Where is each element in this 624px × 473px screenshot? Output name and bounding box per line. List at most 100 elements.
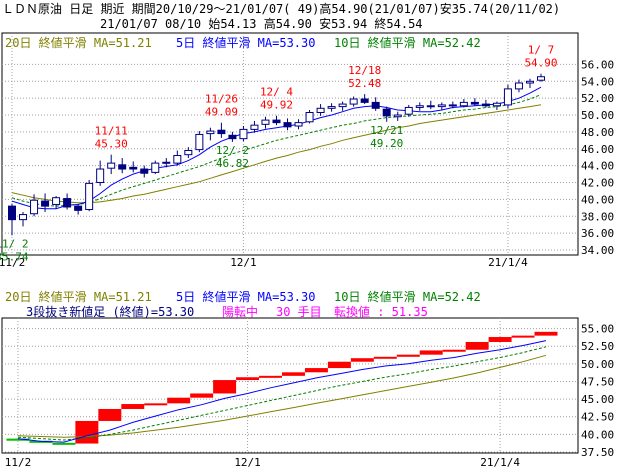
low-annotation-date: 11/ 2 xyxy=(0,237,29,250)
bottom-y-tick-label: 50.00 xyxy=(581,358,614,371)
top-y-tick-label: 48.00 xyxy=(581,126,614,139)
top-y-tick-label: 36.00 xyxy=(581,227,614,240)
candle-body xyxy=(272,119,281,124)
candle xyxy=(19,212,28,227)
candle-body xyxy=(30,199,39,215)
candle xyxy=(30,194,39,217)
bottom-legend-turn: 陽転中 xyxy=(222,304,258,319)
low-annotation-value: 49.20 xyxy=(370,137,403,150)
three-line-break-brick xyxy=(6,438,30,441)
top-x-tick-label: 21/1/4 xyxy=(488,256,528,269)
bottom-legend-reversal: 転換値 : 51.35 xyxy=(334,304,428,319)
candle-body xyxy=(525,80,534,84)
candle xyxy=(382,106,391,122)
bottom-y-tick-label: 45.00 xyxy=(581,393,614,406)
candle-body xyxy=(206,130,215,135)
bottom-legend-three-line-break: 3段抜き新値足 (終値)=53.30 xyxy=(26,304,194,319)
three-line-break-brick xyxy=(98,408,122,421)
candle xyxy=(448,101,457,109)
high-annotation-value: 54.90 xyxy=(524,57,557,70)
candle-body xyxy=(371,101,380,109)
candle xyxy=(151,160,160,175)
candle xyxy=(327,103,336,112)
top-y-tick-label: 38.00 xyxy=(581,210,614,223)
candle xyxy=(404,104,413,117)
high-annotation-date: 1/ 7 xyxy=(528,44,555,57)
bottom-y-tick-label: 40.00 xyxy=(581,428,614,441)
three-line-break-brick xyxy=(167,397,191,404)
candle xyxy=(118,158,127,174)
low-annotation-value: 35.74 xyxy=(0,250,29,263)
candle xyxy=(272,115,281,126)
top-x-tick-label: 12/1 xyxy=(230,256,257,269)
bottom-legend-ma5: 5日 終値平滑 MA=53.30 xyxy=(176,289,315,304)
three-line-break-brick xyxy=(488,337,512,342)
top-y-tick-label: 44.00 xyxy=(581,160,614,173)
candle-body xyxy=(537,76,545,81)
candle-body xyxy=(184,149,193,156)
top-y-tick-label: 40.00 xyxy=(581,193,614,206)
candle-body xyxy=(250,124,259,130)
candle-body xyxy=(63,198,72,208)
candle xyxy=(217,122,226,138)
candle-body xyxy=(426,105,435,108)
top-y-tick-label: 50.00 xyxy=(581,109,614,122)
candle-body xyxy=(52,197,61,205)
candle xyxy=(503,84,512,109)
bottom-ma20-line xyxy=(17,354,547,438)
three-line-break-brick xyxy=(144,403,168,406)
candle-body xyxy=(41,200,50,207)
candle xyxy=(338,101,347,111)
candle-body xyxy=(349,98,358,105)
bottom-y-tick-label: 55.00 xyxy=(581,323,614,336)
candle-body xyxy=(283,122,292,128)
candle xyxy=(459,99,468,108)
candle xyxy=(514,79,523,93)
candle xyxy=(74,204,83,215)
candle-body xyxy=(503,88,512,106)
bottom-ma5-line xyxy=(17,340,547,443)
candle xyxy=(261,116,270,129)
candle xyxy=(349,96,358,107)
three-line-break-brick xyxy=(52,442,76,445)
candle xyxy=(492,101,501,110)
candle-body xyxy=(8,205,16,221)
high-annotation-date: 11/26 xyxy=(205,93,238,106)
candle-body xyxy=(118,164,127,170)
three-line-break-brick xyxy=(442,349,466,352)
candle-body xyxy=(217,129,226,135)
candle-body xyxy=(162,161,171,164)
candle-body xyxy=(360,98,369,103)
bottom-y-tick-label: 47.50 xyxy=(581,375,614,388)
high-annotation-value: 49.09 xyxy=(205,106,238,119)
high-annotation-date: 11/11 xyxy=(95,125,128,138)
three-line-break-brick xyxy=(304,368,328,373)
candle xyxy=(470,98,479,106)
high-annotation-value: 45.30 xyxy=(95,138,128,151)
candle-body xyxy=(151,162,160,173)
candle-body xyxy=(107,162,116,169)
bottom-y-tick-label: 42.50 xyxy=(581,411,614,424)
three-line-break-brick xyxy=(190,393,214,398)
top-legend-ma5: 5日 終値平滑 MA=53.30 xyxy=(176,35,315,50)
candle xyxy=(41,193,50,213)
candle xyxy=(195,131,204,153)
low-annotation-date: 12/ 2 xyxy=(216,144,249,157)
three-line-break-brick xyxy=(350,358,374,362)
candle-body xyxy=(195,133,204,151)
candle-body xyxy=(228,134,237,140)
three-line-break-brick xyxy=(213,380,237,394)
candle xyxy=(140,165,149,178)
candle xyxy=(63,193,72,210)
bottom-y-tick-label: 37.50 xyxy=(581,446,614,459)
candle xyxy=(85,179,94,212)
low-annotation-date: 12/21 xyxy=(370,124,403,137)
candle xyxy=(437,102,446,110)
candle-body xyxy=(327,106,336,109)
three-line-break-brick xyxy=(373,356,397,359)
top-y-tick-label: 34.00 xyxy=(581,244,614,257)
high-annotation-value: 52.48 xyxy=(348,77,381,90)
candle-body xyxy=(382,108,391,117)
candle xyxy=(162,158,171,168)
